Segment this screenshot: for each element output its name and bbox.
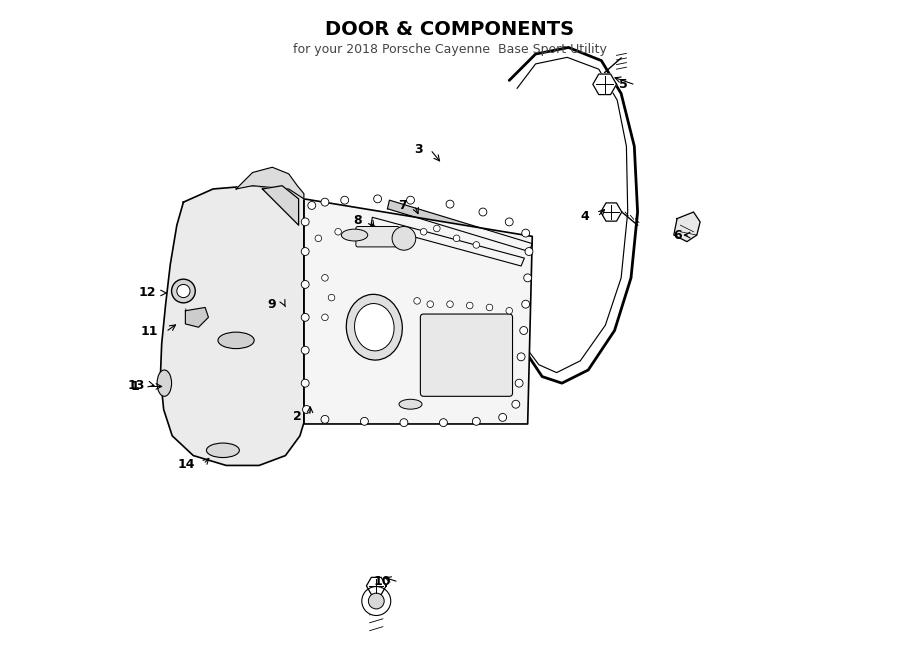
Circle shape	[374, 195, 382, 203]
Circle shape	[446, 200, 454, 208]
Polygon shape	[263, 186, 299, 225]
Circle shape	[362, 586, 391, 615]
Circle shape	[302, 313, 309, 321]
Text: 13: 13	[127, 379, 145, 391]
Ellipse shape	[355, 303, 394, 351]
FancyBboxPatch shape	[356, 227, 400, 247]
Polygon shape	[371, 217, 525, 266]
Polygon shape	[185, 307, 209, 327]
Circle shape	[176, 284, 190, 297]
Polygon shape	[388, 200, 532, 252]
Circle shape	[302, 406, 310, 413]
Ellipse shape	[158, 370, 172, 397]
Text: 7: 7	[398, 199, 407, 212]
Polygon shape	[304, 199, 532, 424]
Text: 3: 3	[414, 143, 422, 156]
Circle shape	[407, 196, 415, 204]
Circle shape	[522, 300, 529, 308]
Circle shape	[466, 302, 473, 309]
Circle shape	[454, 235, 460, 242]
Text: 6: 6	[674, 229, 682, 241]
FancyBboxPatch shape	[420, 314, 512, 397]
Circle shape	[302, 346, 309, 354]
Circle shape	[486, 304, 493, 311]
Circle shape	[512, 401, 520, 408]
Circle shape	[302, 218, 309, 226]
Text: 8: 8	[353, 214, 362, 227]
Circle shape	[525, 248, 533, 255]
Circle shape	[315, 235, 321, 242]
Circle shape	[321, 198, 328, 206]
Circle shape	[472, 417, 481, 425]
Ellipse shape	[206, 443, 239, 457]
Text: 12: 12	[139, 286, 156, 299]
Circle shape	[524, 274, 532, 282]
Ellipse shape	[341, 229, 368, 241]
Circle shape	[321, 314, 328, 321]
Polygon shape	[366, 577, 386, 594]
Circle shape	[420, 229, 427, 235]
Circle shape	[361, 417, 368, 425]
Ellipse shape	[218, 332, 254, 348]
Text: 5: 5	[619, 79, 627, 91]
Circle shape	[368, 593, 384, 609]
Text: for your 2018 Porsche Cayenne  Base Sport Utility: for your 2018 Porsche Cayenne Base Sport…	[293, 43, 607, 56]
Circle shape	[172, 279, 195, 303]
Circle shape	[505, 218, 513, 226]
Text: 1: 1	[130, 380, 140, 393]
Polygon shape	[674, 212, 700, 242]
Circle shape	[427, 301, 434, 307]
Circle shape	[308, 202, 316, 210]
Circle shape	[479, 208, 487, 216]
Text: 14: 14	[178, 457, 195, 471]
Circle shape	[499, 413, 507, 421]
Circle shape	[341, 196, 348, 204]
Circle shape	[321, 274, 328, 281]
Circle shape	[335, 229, 341, 235]
Circle shape	[473, 242, 480, 249]
Text: 4: 4	[580, 210, 590, 223]
Text: 10: 10	[374, 576, 391, 588]
Text: 9: 9	[267, 297, 276, 311]
Circle shape	[515, 379, 523, 387]
Circle shape	[522, 229, 529, 237]
Circle shape	[302, 280, 309, 288]
Circle shape	[518, 353, 525, 361]
Polygon shape	[236, 167, 304, 199]
Circle shape	[328, 294, 335, 301]
Text: 11: 11	[140, 325, 158, 338]
Circle shape	[446, 301, 454, 307]
Polygon shape	[593, 74, 616, 95]
Circle shape	[506, 307, 512, 314]
Circle shape	[414, 297, 420, 304]
Text: DOOR & COMPONENTS: DOOR & COMPONENTS	[326, 20, 574, 39]
Circle shape	[400, 418, 408, 426]
Circle shape	[302, 379, 309, 387]
Circle shape	[392, 227, 416, 251]
Circle shape	[434, 225, 440, 232]
Circle shape	[302, 248, 309, 255]
Text: 2: 2	[293, 410, 302, 422]
Ellipse shape	[346, 294, 402, 360]
Circle shape	[439, 418, 447, 426]
Polygon shape	[160, 186, 304, 465]
Polygon shape	[600, 203, 622, 221]
Ellipse shape	[399, 399, 422, 409]
Circle shape	[321, 415, 328, 423]
Circle shape	[520, 327, 527, 334]
